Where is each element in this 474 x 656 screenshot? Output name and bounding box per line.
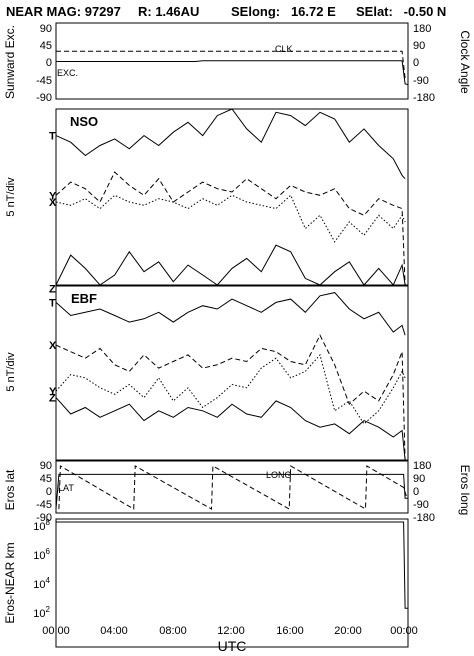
header-selat: SElat: -0.50 N bbox=[356, 4, 446, 19]
distance-panel-frame bbox=[55, 518, 409, 648]
nso-label: NSO bbox=[70, 114, 98, 129]
eros-long-series bbox=[58, 465, 407, 510]
x-tick-label: 20:00 bbox=[334, 625, 362, 637]
distance-ytick: 106 bbox=[33, 547, 50, 562]
sunward-ytick: -90 bbox=[36, 92, 52, 104]
eros-lat-ytick: 90 bbox=[40, 460, 52, 472]
clock-ytick: 0 bbox=[413, 57, 419, 69]
series-label-y: Y bbox=[49, 190, 57, 202]
x-tick-label: 08:00 bbox=[159, 625, 187, 637]
nso-y-series bbox=[55, 171, 406, 286]
nso-panel-frame bbox=[55, 108, 409, 286]
sunward-exc-ylabel: Sunward Exc. bbox=[3, 25, 17, 99]
clock-ytick: -90 bbox=[413, 75, 429, 87]
clk-annotation: CLK bbox=[275, 44, 293, 54]
series-label-z: Z bbox=[49, 393, 56, 405]
sunward-exc-series bbox=[56, 60, 409, 86]
eros-lat-ytick: -90 bbox=[36, 512, 52, 524]
distance-ytick: 102 bbox=[33, 605, 50, 620]
header-distance: R: 1.46AU bbox=[138, 4, 199, 19]
ebf-panel-frame bbox=[55, 285, 409, 461]
nso-ylabel: 5 nT/div bbox=[5, 177, 17, 217]
eros-long-ytick: -180 bbox=[413, 512, 435, 524]
eros-long-ytick: 0 bbox=[413, 486, 419, 498]
eros-lat-ylabel: Eros lat bbox=[3, 469, 17, 510]
series-label-y: Y bbox=[49, 386, 57, 398]
sunward-left-ticks: 90 45 0 -45 -90 bbox=[36, 23, 52, 104]
eros-lat-ytick: 45 bbox=[40, 473, 52, 485]
x-tick-label: 04:00 bbox=[100, 625, 128, 637]
clock-ytick: 180 bbox=[413, 23, 431, 35]
eros-left-ticks: 90 45 0 -45 -90 bbox=[36, 460, 52, 524]
series-label-z: Z bbox=[49, 283, 56, 295]
series-label-t: T bbox=[49, 297, 56, 309]
eros-lat-ytick: 0 bbox=[46, 486, 52, 498]
x-tick-label: 12:00 bbox=[217, 625, 245, 637]
ebf-z-series bbox=[55, 397, 406, 461]
distance-ytick: 104 bbox=[33, 576, 50, 591]
sunward-right-ticks: 180 90 0 -90 -180 bbox=[413, 23, 435, 104]
series-label-x: X bbox=[49, 340, 57, 352]
eros-lat-series bbox=[55, 473, 408, 510]
lat-annotation: LAT bbox=[58, 483, 74, 493]
ebf-x-series bbox=[55, 334, 406, 461]
x-axis-label: UTC bbox=[218, 638, 247, 654]
sunward-clk-series bbox=[56, 50, 408, 79]
eros-panel-frame bbox=[55, 460, 409, 514]
clock-ytick: 90 bbox=[413, 40, 425, 52]
sunward-ytick: 0 bbox=[46, 57, 52, 69]
distance-eros-near-series bbox=[56, 521, 408, 609]
ebf-ylabel: 5 nT/div bbox=[5, 352, 17, 392]
long-annotation: LONG bbox=[266, 470, 292, 480]
header-selong: SElong: 16.72 E bbox=[231, 4, 336, 19]
clock-ytick: -180 bbox=[413, 92, 435, 104]
distance-ylabel: Eros-NEAR km bbox=[3, 542, 17, 623]
x-tick-label: 16:00 bbox=[276, 625, 304, 637]
exc-annotation: EXC. bbox=[57, 68, 78, 78]
ebf-t-series bbox=[55, 292, 406, 336]
x-tick-label: 00:00 bbox=[42, 625, 70, 637]
x-axis-ticks: 00:00 04:00 08:00 12:00 16:00 20:00 00:0… bbox=[42, 625, 418, 637]
distance-ticks: 108 106 104 102 bbox=[33, 518, 50, 620]
x-tick-label: 00:00 bbox=[390, 625, 418, 637]
series-label-t: T bbox=[49, 131, 56, 143]
eros-long-ylabel: Eros long bbox=[458, 465, 472, 516]
eros-long-ytick: -90 bbox=[413, 499, 429, 511]
clock-angle-ylabel: Clock Angle bbox=[458, 30, 472, 94]
nso-x-series bbox=[55, 194, 406, 243]
series-label-x: X bbox=[49, 197, 57, 209]
ebf-y-series bbox=[55, 353, 406, 425]
nso-t-series bbox=[55, 108, 406, 180]
eros-right-ticks: 180 90 0 -90 -180 bbox=[413, 460, 435, 524]
eros-long-ytick: 180 bbox=[413, 460, 431, 472]
ebf-label: EBF bbox=[71, 291, 97, 306]
nso-z-series bbox=[55, 244, 406, 286]
eros-lat-ytick: -45 bbox=[36, 499, 52, 511]
sunward-ytick: -45 bbox=[36, 75, 52, 87]
header-title: NEAR MAG: 97297 bbox=[6, 4, 121, 19]
sunward-ytick: 90 bbox=[40, 23, 52, 35]
distance-ytick: 108 bbox=[33, 518, 50, 533]
sunward-ytick: 45 bbox=[40, 40, 52, 52]
eros-long-ytick: 90 bbox=[413, 473, 425, 485]
